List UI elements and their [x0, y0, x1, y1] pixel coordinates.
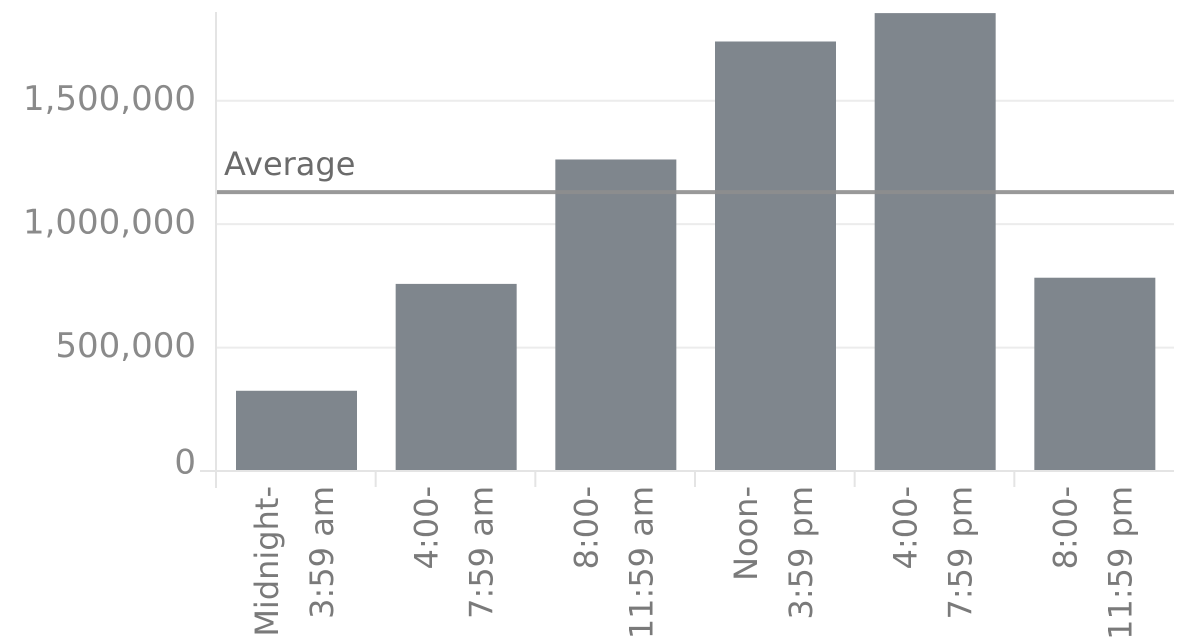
x-category-label: 7:59 am	[463, 486, 501, 619]
x-category-label: 3:59 am	[303, 486, 341, 619]
x-category-label: 11:59 am	[622, 486, 660, 639]
gridlines	[216, 99, 1174, 349]
average-reference-label: Average	[224, 145, 355, 183]
axis-labels: 0 500,000 1,000,000 1,500,000 Midnight- 3:59 …	[23, 79, 1139, 640]
x-category-label: 3:59 pm	[782, 486, 820, 620]
bars	[236, 13, 1156, 471]
bar	[715, 41, 836, 471]
y-tick-label: 0	[174, 443, 196, 483]
x-category-label: 7:59 pm	[942, 486, 980, 620]
x-category-label: 8:00-	[1046, 486, 1084, 569]
bar	[236, 390, 357, 471]
x-category-label: 4:00-	[887, 486, 925, 569]
reference-line-group: Average	[216, 145, 1174, 195]
bar	[395, 283, 517, 471]
y-tick-label: 1,000,000	[23, 203, 196, 243]
bar	[874, 13, 996, 471]
bar	[1034, 277, 1156, 471]
x-category-label: Noon-	[727, 486, 765, 581]
y-tick-label: 1,500,000	[23, 79, 196, 119]
x-category-label: Midnight-	[248, 486, 286, 637]
x-category-label: 8:00-	[567, 486, 605, 569]
y-tick-label: 500,000	[55, 326, 196, 366]
x-category-label: 11:59 pm	[1101, 486, 1139, 640]
bar	[555, 159, 677, 471]
x-category-label: 4:00-	[408, 486, 446, 569]
axes	[200, 12, 1174, 488]
